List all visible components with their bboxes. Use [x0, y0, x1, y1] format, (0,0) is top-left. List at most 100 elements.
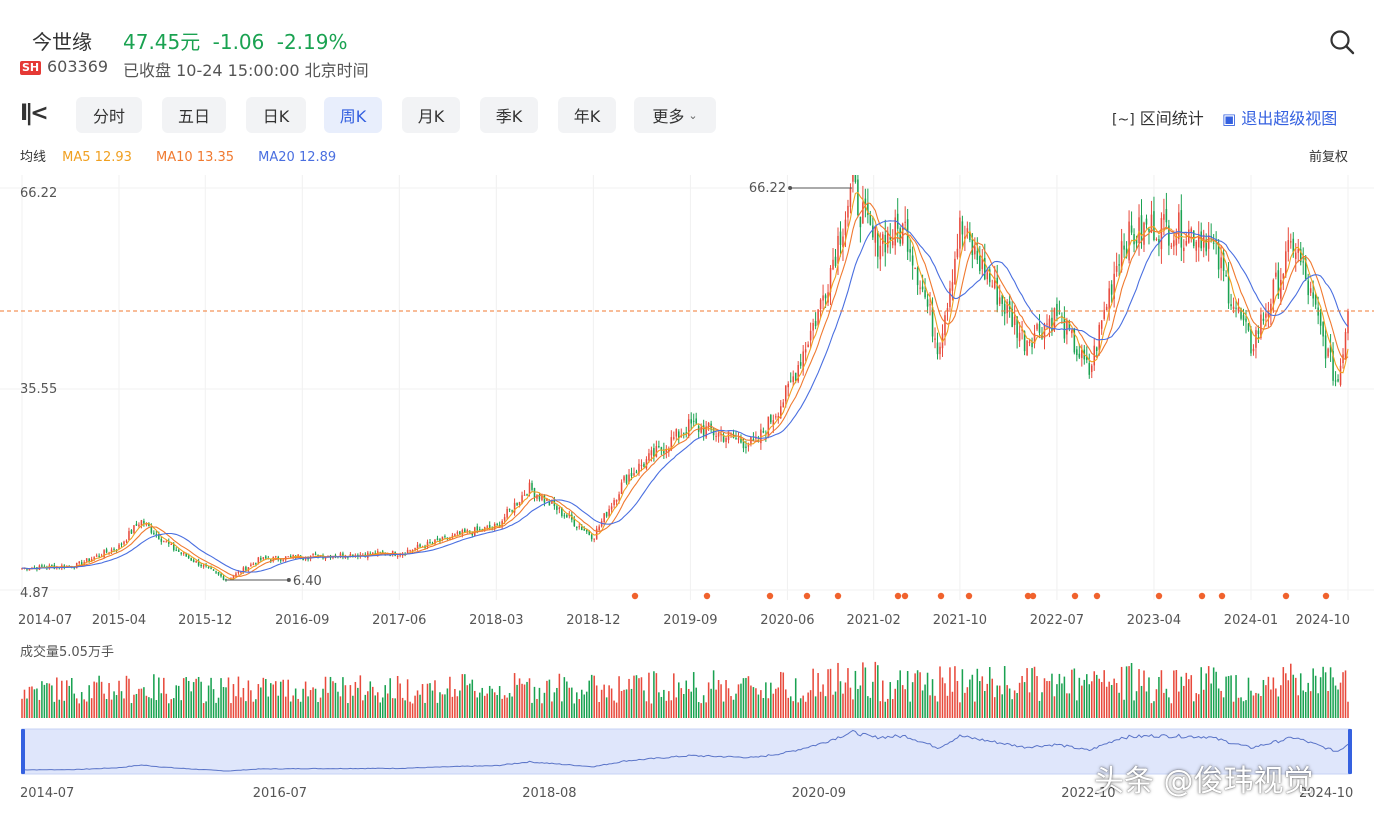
candle-body [195, 560, 197, 563]
volume-bar [135, 693, 138, 718]
volume-bar [56, 677, 58, 718]
volume-bar [260, 687, 262, 718]
candle-body [399, 554, 401, 556]
candle [882, 231, 884, 257]
volume-bar [745, 677, 747, 718]
volume-bar [1175, 670, 1178, 718]
tab-week-k[interactable]: 周K [324, 97, 382, 133]
candle-body [931, 307, 934, 337]
range-navigator[interactable] [0, 726, 1374, 778]
candle-body [210, 567, 212, 569]
volume-bar [235, 696, 237, 718]
exit-super-view-button[interactable]: ▣ 退出超级视图 [1222, 105, 1337, 129]
candle [869, 210, 872, 226]
range-stats-button[interactable]: [~] 区间统计 [1112, 105, 1204, 129]
candle-body [787, 383, 790, 388]
volume-bar [1155, 689, 1158, 718]
candle-body [1212, 242, 1215, 244]
volume-bar [1317, 693, 1319, 718]
tab-month-k[interactable]: 月K [402, 97, 460, 133]
volume-bar [959, 702, 961, 718]
volume-bar [292, 695, 294, 718]
candle [103, 549, 105, 559]
candle [1212, 234, 1215, 250]
candle-body [576, 526, 578, 528]
candle-body [220, 573, 222, 577]
candle-body [1272, 279, 1275, 304]
candle [202, 563, 205, 569]
candle-body [1113, 273, 1115, 299]
candle [312, 553, 314, 557]
volume-bar [434, 680, 436, 718]
candle [252, 562, 255, 566]
volume-bar [247, 680, 250, 718]
volume-bar [680, 688, 683, 718]
x-tick-label: 2016-09 [275, 613, 329, 628]
candle-body [93, 557, 95, 560]
volume-bar [852, 699, 854, 718]
volume-bar [411, 703, 414, 718]
candle [513, 498, 516, 516]
tab-day-k[interactable]: 日K [246, 97, 306, 133]
volume-bar [924, 684, 926, 718]
volume-bar [227, 677, 230, 718]
x-tick-label: 2018-03 [469, 613, 523, 628]
candle [1332, 342, 1334, 386]
tab-quarter-k[interactable]: 季K [480, 97, 538, 133]
x-tick-label: 2020-06 [760, 613, 814, 628]
candle-body [561, 507, 563, 516]
volume-bar [456, 696, 459, 718]
volume-bar [1068, 693, 1071, 718]
candle-body [984, 257, 986, 280]
tab-minute[interactable]: 分时 [76, 97, 142, 133]
candle [128, 527, 130, 541]
volume-bar [1327, 690, 1329, 718]
candle [1250, 326, 1252, 357]
tab-year-k[interactable]: 年K [558, 97, 616, 133]
adjust-mode[interactable]: 前复权 [1309, 150, 1349, 165]
candle-body [168, 541, 170, 544]
candle-body [929, 304, 931, 306]
candle-body [105, 549, 108, 553]
volume-bar [966, 687, 969, 718]
candle-body [583, 529, 586, 531]
kline-chart[interactable]: 66.22 35.55 4.87 66.22 6.40 2014-07 2015-04 201… [0, 175, 1374, 635]
exit-super-view-label: 退出超级视图 [1241, 109, 1338, 128]
volume-bar [349, 685, 352, 718]
volume-bar [996, 685, 998, 718]
tab-more[interactable]: 更多 ⌄ [634, 97, 716, 133]
candle [1322, 321, 1324, 347]
volume-bar [981, 676, 984, 718]
volume-bar [28, 686, 31, 718]
candle-body [772, 420, 775, 426]
candle-body [998, 297, 1001, 304]
volume-bar [190, 691, 192, 718]
candle [623, 475, 625, 483]
candle [576, 526, 578, 531]
volume-bar [1290, 663, 1292, 718]
candle-body [508, 508, 511, 510]
volume-bar [660, 696, 663, 718]
volume-bar [1304, 691, 1307, 718]
volume-bar [1063, 676, 1066, 718]
candle [864, 188, 867, 218]
tab-five-day[interactable]: 五日 [162, 97, 226, 133]
min-dot [286, 577, 291, 582]
volume-bar [1250, 690, 1252, 718]
candle-body [344, 556, 347, 559]
search-icon[interactable] [1328, 28, 1356, 56]
candle [956, 233, 959, 260]
period-tabs: I|< 分时 五日 日K 周K 月K 季K 年K 更多 ⌄ [~] 区间统计 ▣… [0, 95, 1374, 135]
max-dot [788, 186, 793, 190]
candle-body [434, 539, 436, 545]
candle-body [971, 238, 974, 255]
candle-body [1294, 252, 1297, 259]
volume-bar [1036, 676, 1038, 718]
candle [665, 445, 668, 459]
candle [981, 248, 984, 276]
volume-bar [332, 681, 334, 718]
volume-bar [531, 702, 533, 718]
volume-bar [1026, 668, 1028, 718]
candle [725, 436, 727, 449]
volume-bar [571, 687, 573, 718]
